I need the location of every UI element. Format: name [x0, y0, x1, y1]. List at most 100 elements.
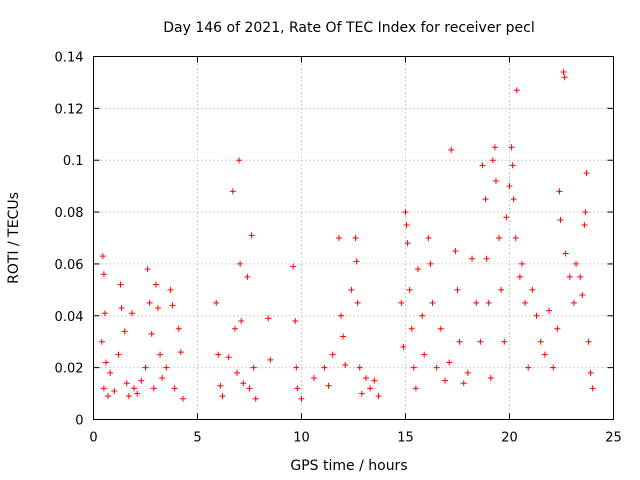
data-point: [105, 393, 112, 400]
x-tick-label: 15: [397, 431, 414, 446]
data-point: [487, 375, 494, 382]
data-point: [579, 292, 586, 299]
data-point: [310, 375, 317, 382]
data-point: [159, 375, 166, 382]
data-point: [525, 364, 532, 371]
data-point: [150, 385, 157, 392]
y-tick-label: 0.14: [55, 51, 84, 66]
data-point: [111, 387, 118, 394]
data-point: [248, 232, 255, 239]
data-point: [352, 235, 359, 241]
data-point: [252, 395, 259, 402]
data-point: [414, 266, 421, 273]
data-point: [354, 299, 361, 306]
data-point: [240, 380, 247, 387]
data-point: [425, 235, 432, 241]
data-point: [367, 385, 374, 392]
y-tick-label: 0.02: [55, 362, 84, 377]
data-point: [557, 216, 564, 223]
data-point: [518, 260, 525, 267]
data-point: [400, 343, 407, 350]
data-point: [560, 69, 567, 76]
data-point: [217, 382, 224, 389]
x-tick-label: 25: [605, 431, 622, 446]
data-point: [294, 385, 301, 392]
data-point: [573, 260, 580, 267]
y-axis-label: ROTI / TECUs: [6, 192, 22, 284]
data-point: [501, 338, 508, 345]
data-point: [99, 253, 106, 260]
data-point: [404, 240, 411, 247]
data-point: [154, 305, 161, 312]
data-point: [406, 286, 413, 293]
data-point: [231, 325, 238, 332]
data-point: [101, 310, 108, 317]
data-point: [460, 380, 467, 387]
data-point: [250, 364, 257, 371]
data-point: [556, 188, 563, 195]
data-point: [587, 369, 594, 376]
data-point: [403, 222, 410, 229]
data-point: [356, 364, 363, 371]
data-point: [215, 351, 222, 358]
x-tick-label: 0: [89, 431, 97, 446]
data-point: [485, 299, 492, 306]
data-point: [229, 188, 236, 195]
data-point: [454, 286, 461, 293]
data-point: [171, 385, 178, 392]
data-point: [362, 375, 369, 382]
data-point: [522, 299, 529, 306]
data-point: [246, 385, 253, 392]
data-point: [177, 349, 184, 356]
grid: [93, 56, 614, 420]
data-point: [219, 393, 226, 400]
data-point: [483, 255, 490, 262]
data-point: [321, 364, 328, 371]
data-point: [348, 286, 355, 293]
data-point: [582, 209, 589, 216]
x-tick-label: 5: [193, 431, 201, 446]
y-tick-label: 0.1: [63, 154, 84, 169]
data-point: [358, 390, 365, 397]
data-point: [554, 325, 561, 332]
data-point: [489, 157, 496, 164]
data-point: [163, 364, 170, 371]
data-point: [290, 263, 297, 270]
data-point: [98, 338, 105, 345]
y-tick-label: 0.08: [55, 206, 84, 221]
data-point: [482, 196, 489, 203]
data-point: [100, 385, 107, 392]
data-points: [98, 69, 596, 402]
data-point: [513, 87, 520, 94]
data-point: [589, 385, 596, 392]
data-point: [118, 305, 125, 312]
data-point: [293, 364, 300, 371]
data-point: [329, 351, 336, 358]
data-point: [473, 299, 480, 306]
data-point: [338, 312, 345, 319]
data-point: [419, 312, 426, 319]
data-point: [238, 317, 245, 324]
data-point: [340, 333, 347, 340]
data-point: [541, 351, 548, 358]
data-point: [179, 395, 186, 402]
data-point: [398, 299, 405, 306]
data-point: [138, 377, 145, 384]
y-tick-label: 0.12: [55, 102, 84, 117]
data-point: [570, 299, 577, 306]
data-point: [169, 302, 176, 309]
data-point: [561, 74, 568, 81]
data-point: [496, 235, 503, 241]
data-point: [498, 286, 505, 293]
data-point: [225, 354, 232, 361]
data-point: [102, 359, 109, 366]
data-point: [410, 364, 417, 371]
data-point: [175, 325, 182, 332]
data-point: [325, 382, 332, 389]
data-point: [100, 271, 107, 278]
data-point: [267, 356, 274, 363]
data-point: [167, 286, 174, 293]
plot-frame: [93, 56, 614, 420]
data-point: [244, 273, 251, 280]
data-point: [123, 380, 130, 387]
